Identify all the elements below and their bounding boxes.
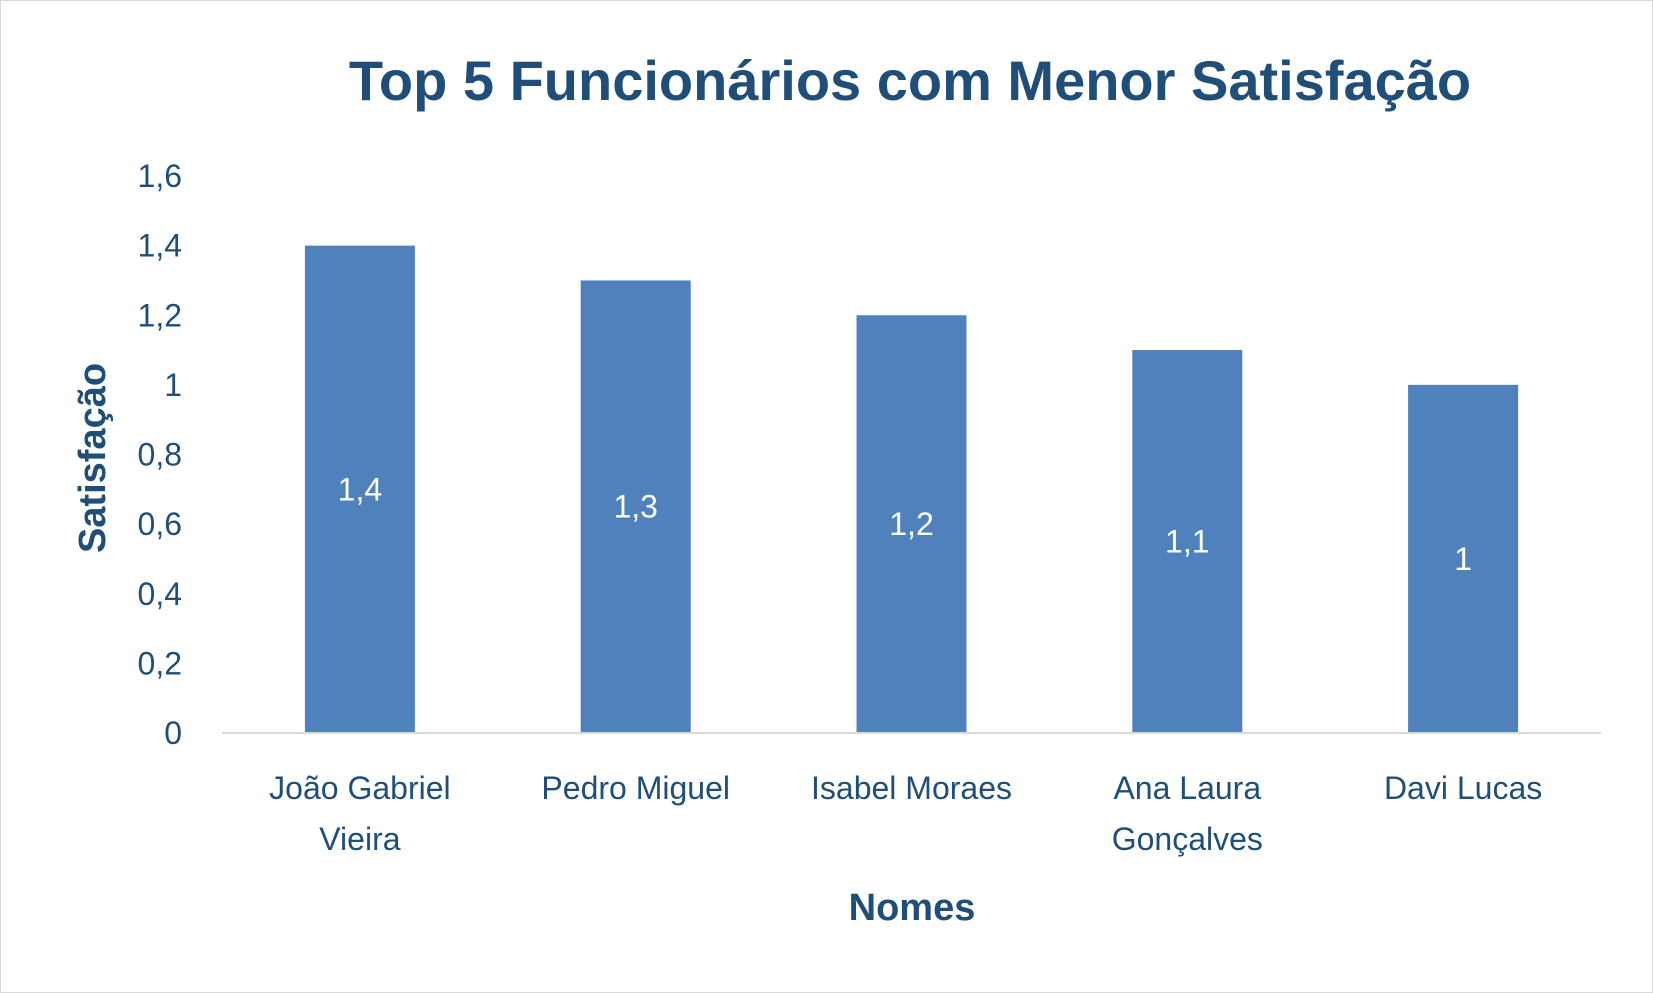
x-axis-title: Nomes [849,887,976,929]
bar[interactable] [856,315,967,733]
y-tick-label: 1,2 [138,297,182,333]
category-label: João Gabriel [269,770,450,806]
data-label: 1,2 [889,506,933,542]
data-label: 1,3 [613,489,657,525]
y-tick-label: 0,6 [138,506,182,542]
y-tick-label: 0,8 [138,437,182,473]
bar[interactable] [304,245,415,733]
data-label: 1,1 [1165,524,1209,560]
y-axis-title: Satisfação [72,363,114,553]
chart-title: Top 5 Funcionários com Menor Satisfação [349,49,1471,112]
y-tick-label: 0,4 [138,576,182,612]
category-label: Gonçalves [1112,821,1263,857]
y-tick-label: 0 [164,715,182,751]
category-label: Ana Laura [1113,770,1261,806]
category-label: Davi Lucas [1384,770,1542,806]
category-label: Vieira [319,821,400,857]
category-label: Isabel Moraes [811,770,1012,806]
bars [304,245,1519,733]
bar[interactable] [1408,384,1519,733]
x-axis-labels: João Gabriel Vieira Pedro Miguel Isabel Mor… [269,770,1542,857]
category-label: Pedro Miguel [541,770,730,806]
y-tick-label: 1,6 [138,158,182,194]
y-axis-ticks: 0 0,2 0,4 0,6 0,8 1 1,2 1,4 1,6 [138,158,182,751]
bar[interactable] [1132,350,1243,733]
y-tick-label: 0,2 [138,645,182,681]
bar[interactable] [580,280,691,733]
data-label: 1,4 [338,471,382,507]
data-labels: 1,4 1,3 1,2 1,1 1 [338,471,1472,577]
y-tick-label: 1 [164,367,182,403]
data-label: 1 [1454,541,1472,577]
y-tick-label: 1,4 [138,228,182,264]
